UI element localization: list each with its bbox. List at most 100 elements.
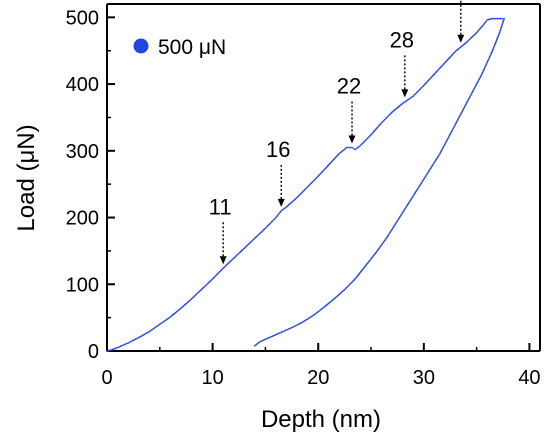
data-point-loading (449, 56, 452, 58)
data-point-unloading (420, 182, 423, 185)
data-point-loading (149, 329, 152, 332)
data-point-loading (493, 17, 496, 20)
data-point-loading (109, 349, 112, 352)
data-point-unloading (336, 294, 339, 297)
x-tick-label: 0 (101, 367, 112, 389)
data-point-loading (285, 205, 288, 208)
data-point-loading (216, 273, 219, 276)
data-point-unloading (422, 179, 424, 182)
data-point-unloading (423, 176, 426, 179)
data-point-unloading (444, 141, 447, 144)
data-point-unloading (480, 74, 483, 77)
data-point-loading (441, 64, 444, 66)
data-point-loading (452, 52, 455, 55)
data-point-loading (385, 117, 388, 119)
data-point-unloading (456, 120, 458, 123)
data-point-loading (196, 292, 199, 295)
data-point-loading (238, 251, 241, 254)
data-point-loading (314, 177, 317, 180)
data-point-loading (264, 227, 267, 230)
y-tick-label: 0 (88, 341, 99, 363)
data-point-loading (276, 215, 278, 218)
x-tick-label: 40 (518, 367, 540, 389)
data-point-loading (371, 132, 373, 135)
data-point-unloading (367, 261, 370, 263)
data-point-unloading (467, 98, 470, 101)
data-point-unloading (259, 340, 262, 343)
data-point-unloading (432, 162, 435, 165)
data-point-loading (182, 305, 185, 308)
data-point-unloading (471, 90, 474, 93)
data-point-loading (107, 349, 110, 352)
data-point-unloading (343, 288, 346, 291)
data-point-loading (418, 89, 421, 92)
data-point-unloading (342, 289, 345, 292)
data-point-unloading (256, 342, 259, 345)
data-point-loading (352, 147, 355, 150)
data-point-loading (152, 328, 155, 330)
data-point-loading (136, 337, 139, 340)
data-point-unloading (359, 271, 361, 274)
data-point-unloading (482, 70, 485, 73)
annotation-arrowhead (348, 135, 356, 144)
data-point-loading (235, 255, 237, 257)
data-point-loading (354, 148, 357, 151)
data-point-unloading (257, 341, 260, 344)
x-tick-label: 30 (413, 367, 435, 389)
data-point-unloading (301, 321, 304, 324)
data-point-unloading (369, 258, 372, 261)
annotation-arrowhead (277, 198, 285, 207)
data-point-unloading (441, 147, 444, 150)
data-point-loading (380, 121, 383, 124)
data-point-unloading (501, 23, 504, 26)
data-point-loading (270, 221, 273, 224)
data-point-loading (349, 146, 352, 149)
data-point-loading (356, 146, 359, 149)
data-point-loading (239, 250, 242, 253)
data-point-unloading (439, 151, 442, 154)
data-point-loading (148, 330, 151, 333)
data-point-loading (367, 136, 370, 139)
data-point-unloading (415, 190, 417, 193)
data-point-loading (344, 147, 347, 150)
data-point-unloading (445, 140, 448, 143)
data-point-unloading (405, 206, 408, 208)
data-point-unloading (417, 186, 420, 189)
data-point-loading (386, 115, 389, 118)
data-point-loading (258, 232, 261, 235)
data-point-unloading (500, 25, 503, 27)
tick-marks (106, 16, 531, 352)
data-point-unloading (498, 32, 501, 35)
data-point-unloading (502, 19, 505, 22)
data-point-loading (440, 65, 443, 68)
axes (106, 3, 541, 352)
data-point-loading (162, 320, 165, 323)
data-point-loading (180, 307, 182, 310)
data-point-unloading (299, 322, 302, 324)
data-point-unloading (305, 318, 308, 321)
y-tick-label: 200 (66, 208, 99, 230)
data-point-loading (436, 69, 439, 72)
data-point-unloading (354, 278, 357, 280)
data-point-unloading (309, 316, 312, 319)
data-point-unloading (268, 336, 271, 339)
data-point-unloading (494, 41, 497, 43)
data-point-loading (153, 327, 156, 329)
data-point-loading (472, 35, 475, 37)
data-point-loading (198, 290, 201, 293)
data-point-unloading (468, 97, 470, 100)
data-point-unloading (486, 60, 489, 62)
data-point-unloading (266, 337, 269, 340)
data-point-loading (428, 78, 431, 81)
data-point-loading (482, 24, 484, 27)
data-point-loading (266, 224, 269, 227)
data-point-loading (339, 151, 342, 154)
data-point-unloading (280, 331, 283, 334)
data-point-loading (485, 20, 488, 23)
data-point-unloading (385, 237, 387, 240)
data-point-unloading (498, 31, 501, 33)
data-point-loading (343, 148, 346, 151)
data-point-unloading (415, 189, 418, 192)
data-point-unloading (378, 247, 381, 250)
data-point-unloading (394, 222, 397, 225)
